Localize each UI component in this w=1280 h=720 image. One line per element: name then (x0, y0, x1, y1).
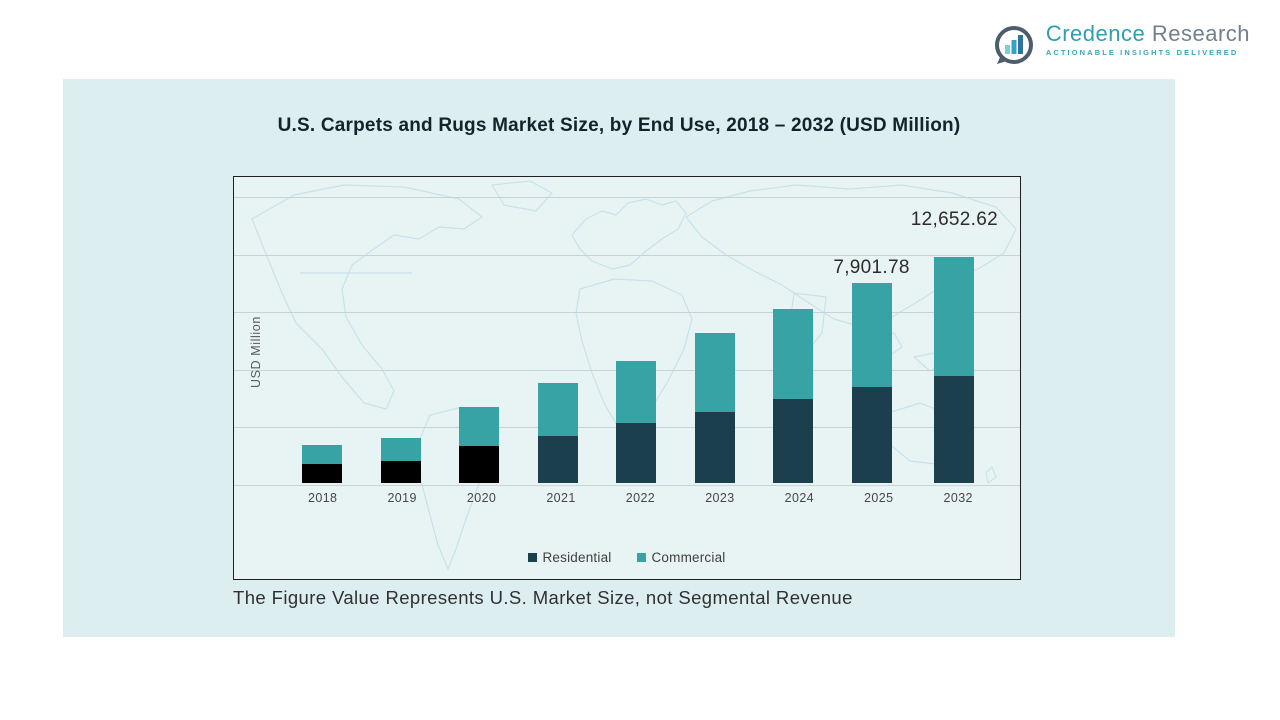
x-axis-labels: 2018 2019 2020 2021 2022 2023 2024 2025 2032 (283, 491, 998, 505)
bar-2021 (518, 197, 596, 483)
residential-segment-2025 (851, 387, 892, 483)
x-tick-2025: 2025 (864, 491, 894, 505)
commercial-segment-2022 (616, 361, 657, 424)
x-tick-2021: 2021 (546, 491, 576, 505)
residential-segment-2024 (773, 399, 814, 483)
gridline (234, 312, 1020, 313)
y-axis-title: USD Million (249, 316, 263, 388)
logo-text: Credence Research ACTIONABLE INSIGHTS DE… (1045, 21, 1250, 58)
chart-title: U.S. Carpets and Rugs Market Size, by En… (277, 115, 961, 136)
residential-segment-2022 (616, 423, 657, 483)
data-label-2032: 12,652.62 (910, 208, 998, 230)
data-label-2025: 7,901.78 (833, 257, 910, 279)
legend-marker-residential (528, 553, 538, 562)
legend-label-commercial: Commercial (651, 550, 726, 565)
footnote: The Figure Value Represents U.S. Market … (233, 587, 853, 608)
residential-segment-2020 (459, 446, 500, 483)
commercial-segment-2021 (537, 383, 578, 436)
logo-brand-name: Credence Research (1045, 21, 1250, 46)
logo-bar-chart-bubble-icon (994, 26, 1033, 64)
residential-segment-2019 (380, 460, 421, 483)
legend-marker-commercial (637, 553, 647, 562)
bar-2022 (597, 197, 675, 483)
commercial-segment-2018 (302, 444, 343, 465)
residential-segment-2021 (537, 435, 578, 483)
x-tick-2019: 2019 (387, 491, 417, 505)
bar-2024 (754, 197, 832, 483)
commercial-segment-2020 (459, 406, 500, 447)
commercial-segment-2032 (934, 256, 975, 376)
x-tick-2022: 2022 (625, 491, 656, 505)
commercial-segment-2023 (694, 333, 735, 413)
bar-2023 (675, 197, 753, 483)
residential-segment-2032 (934, 375, 975, 483)
credence-research-logo: Credence Research ACTIONABLE INSIGHTS DE… (990, 21, 1250, 70)
x-tick-2024: 2024 (784, 491, 815, 505)
bar-2025: 7,901.78 (832, 197, 910, 483)
commercial-segment-2025 (851, 283, 892, 388)
bars: 7,901.78 12,652.62 (283, 197, 998, 483)
commercial-segment-2019 (380, 437, 421, 461)
residential-segment-2023 (694, 412, 735, 483)
legend-item-commercial: Commercial (637, 550, 725, 565)
bar-2032: 12,652.62 (911, 197, 998, 483)
legend-item-residential: Residential (528, 550, 611, 565)
legend-label-residential: Residential (542, 550, 612, 565)
x-axis-line (234, 484, 1020, 486)
gridline (234, 197, 1020, 198)
residential-segment-2018 (302, 464, 343, 483)
bar-2018 (283, 197, 361, 483)
commercial-segment-2024 (773, 309, 814, 400)
bar-2019 (361, 197, 439, 483)
logo-tagline: ACTIONABLE INSIGHTS DELIVERED (1045, 48, 1239, 58)
logo-brand-secondary: Research (1151, 21, 1250, 46)
x-tick-2018: 2018 (308, 491, 338, 505)
x-tick-2032: 2032 (943, 491, 973, 505)
bar-2020 (440, 197, 518, 483)
gridline (234, 254, 1020, 256)
slide-panel: U.S. Carpets and Rugs Market Size, by En… (63, 79, 1175, 637)
x-tick-2023: 2023 (705, 491, 735, 505)
logo-brand-primary: Credence (1045, 21, 1146, 46)
legend: Residential Commercial (234, 550, 1020, 565)
x-tick-2020: 2020 (466, 491, 497, 505)
chart-plot-area: USD Million 7,901.78 12,652.62 2018 2019 20… (233, 176, 1021, 580)
